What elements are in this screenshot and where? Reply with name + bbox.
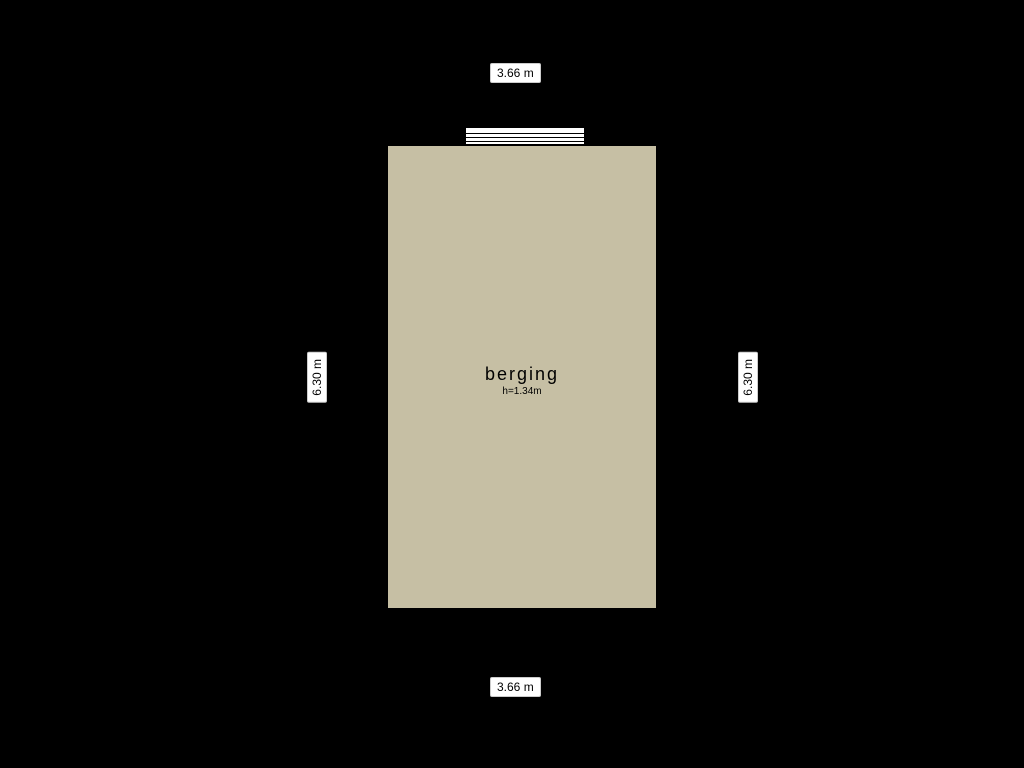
room-height-label: h=1.34m — [388, 386, 656, 397]
floorplan-stage: berging h=1.34m 3.66 m 3.66 m 6.30 m 6.3… — [0, 0, 1024, 768]
room-name-label: berging — [388, 364, 656, 385]
dimension-bottom: 3.66 m — [490, 677, 541, 697]
dimension-left: 6.30 m — [307, 352, 327, 403]
room-berging: berging h=1.34m — [387, 145, 657, 609]
door-opening — [465, 127, 585, 145]
dimension-right: 6.30 m — [738, 352, 758, 403]
dimension-top: 3.66 m — [490, 63, 541, 83]
